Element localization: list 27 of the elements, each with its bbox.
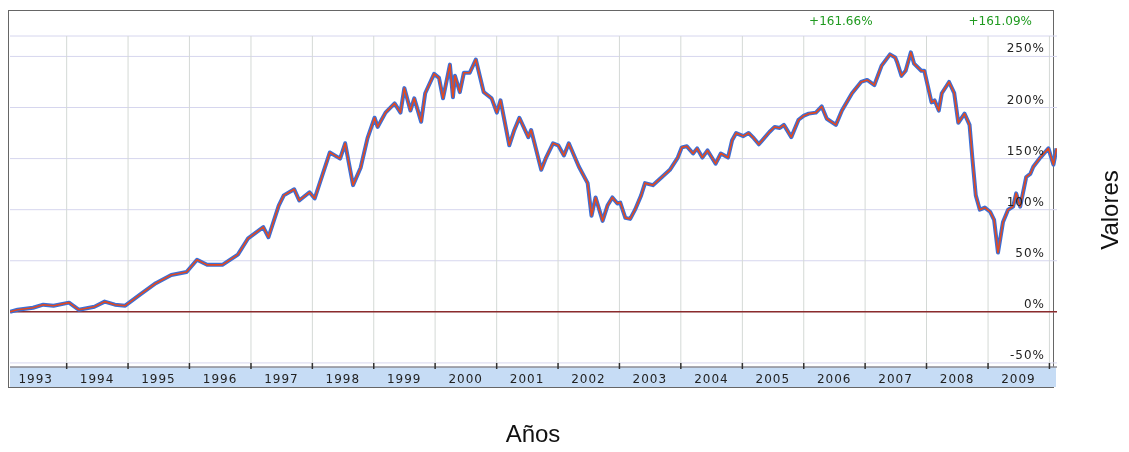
y-tick-label: 200% xyxy=(1006,92,1045,107)
text: +161.09% xyxy=(968,14,1032,28)
x-axis-title: Años xyxy=(504,420,562,446)
x-tick-label: 2002 xyxy=(571,372,606,386)
x-tick-label: 2006 xyxy=(816,372,852,386)
x-tick-label: 1998 xyxy=(325,372,361,386)
y-axis-title: Valores xyxy=(1096,169,1122,252)
x-tick-label: 2008 xyxy=(939,372,975,386)
x-tick-label: 1997 xyxy=(264,372,299,386)
x-tick-label: 1994 xyxy=(79,372,115,386)
x-tick-label: 2009 xyxy=(1001,372,1036,386)
x-tick-label: 2004 xyxy=(694,372,729,386)
y-tick-label: 0% xyxy=(1023,296,1045,311)
x-tick-label: 1995 xyxy=(141,372,176,386)
y-tick-label: 50% xyxy=(1015,245,1045,260)
x-tick-label: 2001 xyxy=(509,372,545,386)
x-tick-label: 2007 xyxy=(878,372,913,386)
x-tick-label: 1999 xyxy=(386,372,422,386)
y-tick-label: 150% xyxy=(1006,143,1045,158)
x-tick-label: 1996 xyxy=(202,372,238,386)
y-tick-label: -50% xyxy=(1009,347,1045,362)
x-tick-label: 2000 xyxy=(448,372,483,386)
x-tick-label: 2003 xyxy=(632,372,668,386)
x-tick-label: 1993 xyxy=(18,372,53,386)
y-tick-label: 250% xyxy=(1006,41,1045,56)
text: +161.66% xyxy=(809,14,873,28)
x-tick-label: 2005 xyxy=(755,372,791,386)
